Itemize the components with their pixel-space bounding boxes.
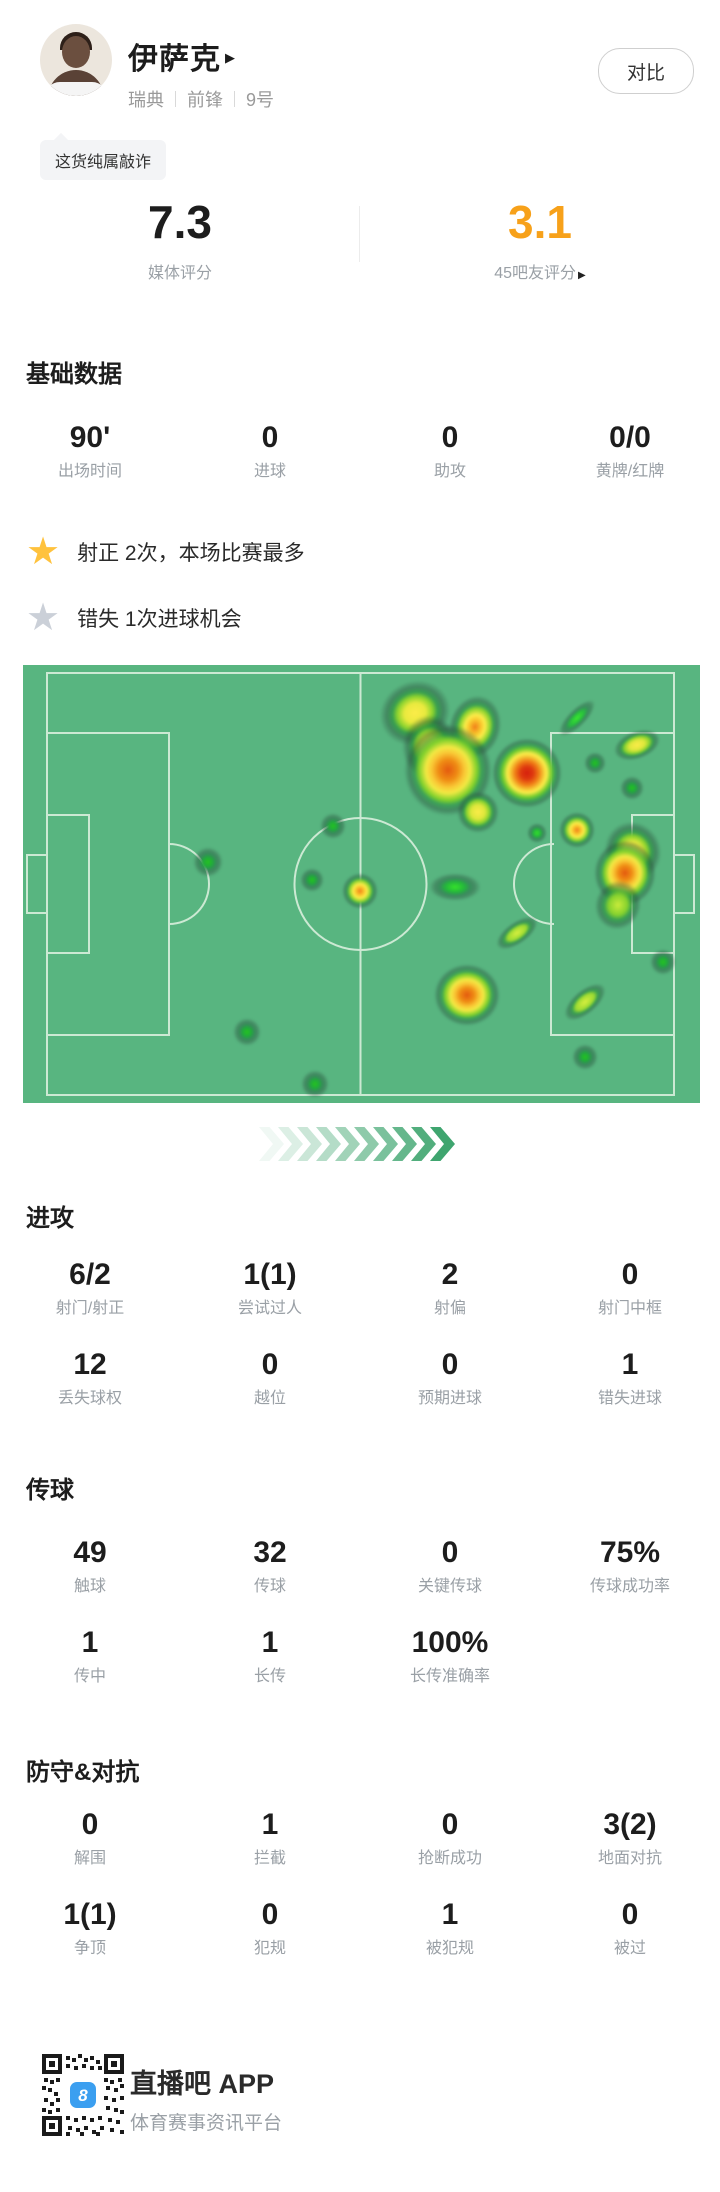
stat-shots: 6/2 射门/射正 (55, 1258, 125, 1317)
media-rating-value: 7.3 (148, 196, 212, 248)
stat-big-chance-missed: 1 错失进球 (597, 1348, 662, 1407)
stat-passes: 32 传球 (253, 1536, 287, 1595)
stat-key-passes: 0 关键传球 (417, 1536, 482, 1595)
heat-spot (429, 873, 481, 901)
section-title-defense: 防守&对抗 (26, 1759, 140, 1786)
stat-long-balls: 1 长传 (253, 1626, 286, 1685)
stat-fouls: 0 犯规 (253, 1898, 286, 1957)
stat-assists: 0 助攻 (433, 421, 466, 480)
stat-pass-accuracy: 75% 传球成功率 (589, 1536, 670, 1595)
stat-fouled: 1 被犯规 (425, 1898, 474, 1957)
stat-tackles: 0 抢断成功 (417, 1808, 482, 1867)
section-title-attack: 进攻 (26, 1205, 74, 1232)
basic-stats-grid: 90' 出场时间 0 进球 0 助攻 0/0 黄牌/红牌 (0, 421, 720, 483)
heat-spot (650, 949, 676, 975)
divider (234, 91, 235, 107)
qr-code: 8 (40, 2052, 126, 2138)
stat-woodwork: 0 射门中框 (597, 1258, 662, 1317)
qr-logo-8: 8 (78, 2086, 88, 2105)
touch-heatmap (23, 665, 700, 1103)
attack-stats-grid: 6/2 射门/射正 1(1) 尝试过人 2 射偏 0 射门中框 12 丢失球权 0 越位 0… (0, 1258, 720, 1410)
star-gray-icon: ★ (26, 597, 61, 639)
stat-touches: 49 触球 (73, 1536, 107, 1595)
player-position: 前锋 (187, 90, 223, 110)
player-name-row[interactable]: 伊萨克 ▶ (128, 34, 235, 78)
highlight-row: ★ 射正 2次，本场比赛最多 (26, 533, 305, 571)
stat-aerial-duels: 1(1) 争顶 (63, 1898, 117, 1957)
chevron-arrow-icon (259, 1127, 284, 1161)
player-avatar[interactable] (40, 24, 112, 96)
stat-cards: 0/0 黄牌/红牌 (595, 421, 665, 480)
player-name: 伊萨克 (128, 43, 221, 76)
heat-spot (193, 847, 223, 877)
fans-rating-value: 3.1 (508, 196, 572, 248)
stat-offsides: 0 越位 (253, 1348, 286, 1407)
heat-spot (584, 752, 606, 774)
stat-goals: 0 进球 (253, 421, 286, 480)
media-rating: 7.3 媒体评分 (0, 198, 360, 283)
heat-spot (457, 791, 499, 833)
stat-minutes: 90' 出场时间 (57, 421, 122, 480)
chevron-right-icon: ▶ (578, 270, 586, 281)
highlight-row: ★ 错失 1次进球机会 (26, 599, 242, 637)
chevron-right-icon: ▶ (225, 50, 235, 65)
player-nationality: 瑞典 (128, 90, 164, 110)
defense-stats-grid: 0 解围 1 拦截 0 抢断成功 3(2) 地面对抗 1(1) 争顶 0 犯规 1 被犯规 0… (0, 1808, 720, 1960)
stat-xg: 0 预期进球 (417, 1348, 482, 1407)
stat-dribbled-past: 0 被过 (613, 1898, 646, 1957)
heat-spot (527, 823, 547, 843)
heat-spot (301, 1070, 329, 1098)
heat-spot (620, 776, 644, 800)
divider (175, 91, 176, 107)
heat-spot (434, 964, 500, 1026)
highlight-text: 射正 2次，本场比赛最多 (77, 542, 305, 565)
stat-crosses: 1 传中 (73, 1626, 106, 1685)
player-info-row: 瑞典 前锋 9号 (128, 86, 274, 112)
heat-spot (233, 1018, 261, 1046)
stat-long-ball-accuracy: 100% 长传准确率 (409, 1626, 490, 1685)
heat-spot (320, 813, 346, 839)
stat-clearances: 0 解围 (73, 1808, 106, 1867)
compare-button[interactable]: 对比 (598, 48, 694, 94)
fans-rating-label: 45吧友评分 ▶ (494, 265, 586, 282)
divider (359, 206, 360, 262)
fan-comment-tag[interactable]: 这货纯属敲诈 (40, 140, 167, 180)
heat-spot (342, 873, 378, 909)
highlight-text: 错失 1次进球机会 (77, 608, 242, 631)
fans-rating[interactable]: 3.1 45吧友评分 ▶ (360, 198, 720, 283)
stat-interceptions: 1 拦截 (253, 1808, 286, 1867)
stat-dribbles: 1(1) 尝试过人 (237, 1258, 302, 1317)
star-yellow-icon: ★ (26, 531, 61, 573)
app-tagline: 体育赛事资讯平台 (130, 2113, 283, 2134)
section-title-basic: 基础数据 (26, 361, 122, 388)
heat-spot (300, 868, 324, 892)
stat-possession-lost: 12 丢失球权 (57, 1348, 122, 1407)
avatar-shirt (44, 82, 108, 96)
stat-shots-off: 2 射偏 (433, 1258, 466, 1317)
player-shirt-number: 9号 (246, 90, 275, 110)
heat-spot (492, 738, 562, 808)
passing-stats-grid: 49 触球 32 传球 0 关键传球 75% 传球成功率 1 传中 1 长传 100% 长传准… (0, 1536, 720, 1688)
direction-chevrons (0, 1126, 720, 1162)
avatar-face (62, 36, 90, 68)
stat-ground-duels: 3(2) 地面对抗 (597, 1808, 662, 1867)
media-rating-label: 媒体评分 (147, 265, 212, 282)
app-name: 直播吧 APP (130, 2069, 275, 2099)
heat-spot (559, 812, 595, 848)
section-title-passing: 传球 (26, 1477, 74, 1504)
heat-spot (572, 1044, 598, 1070)
